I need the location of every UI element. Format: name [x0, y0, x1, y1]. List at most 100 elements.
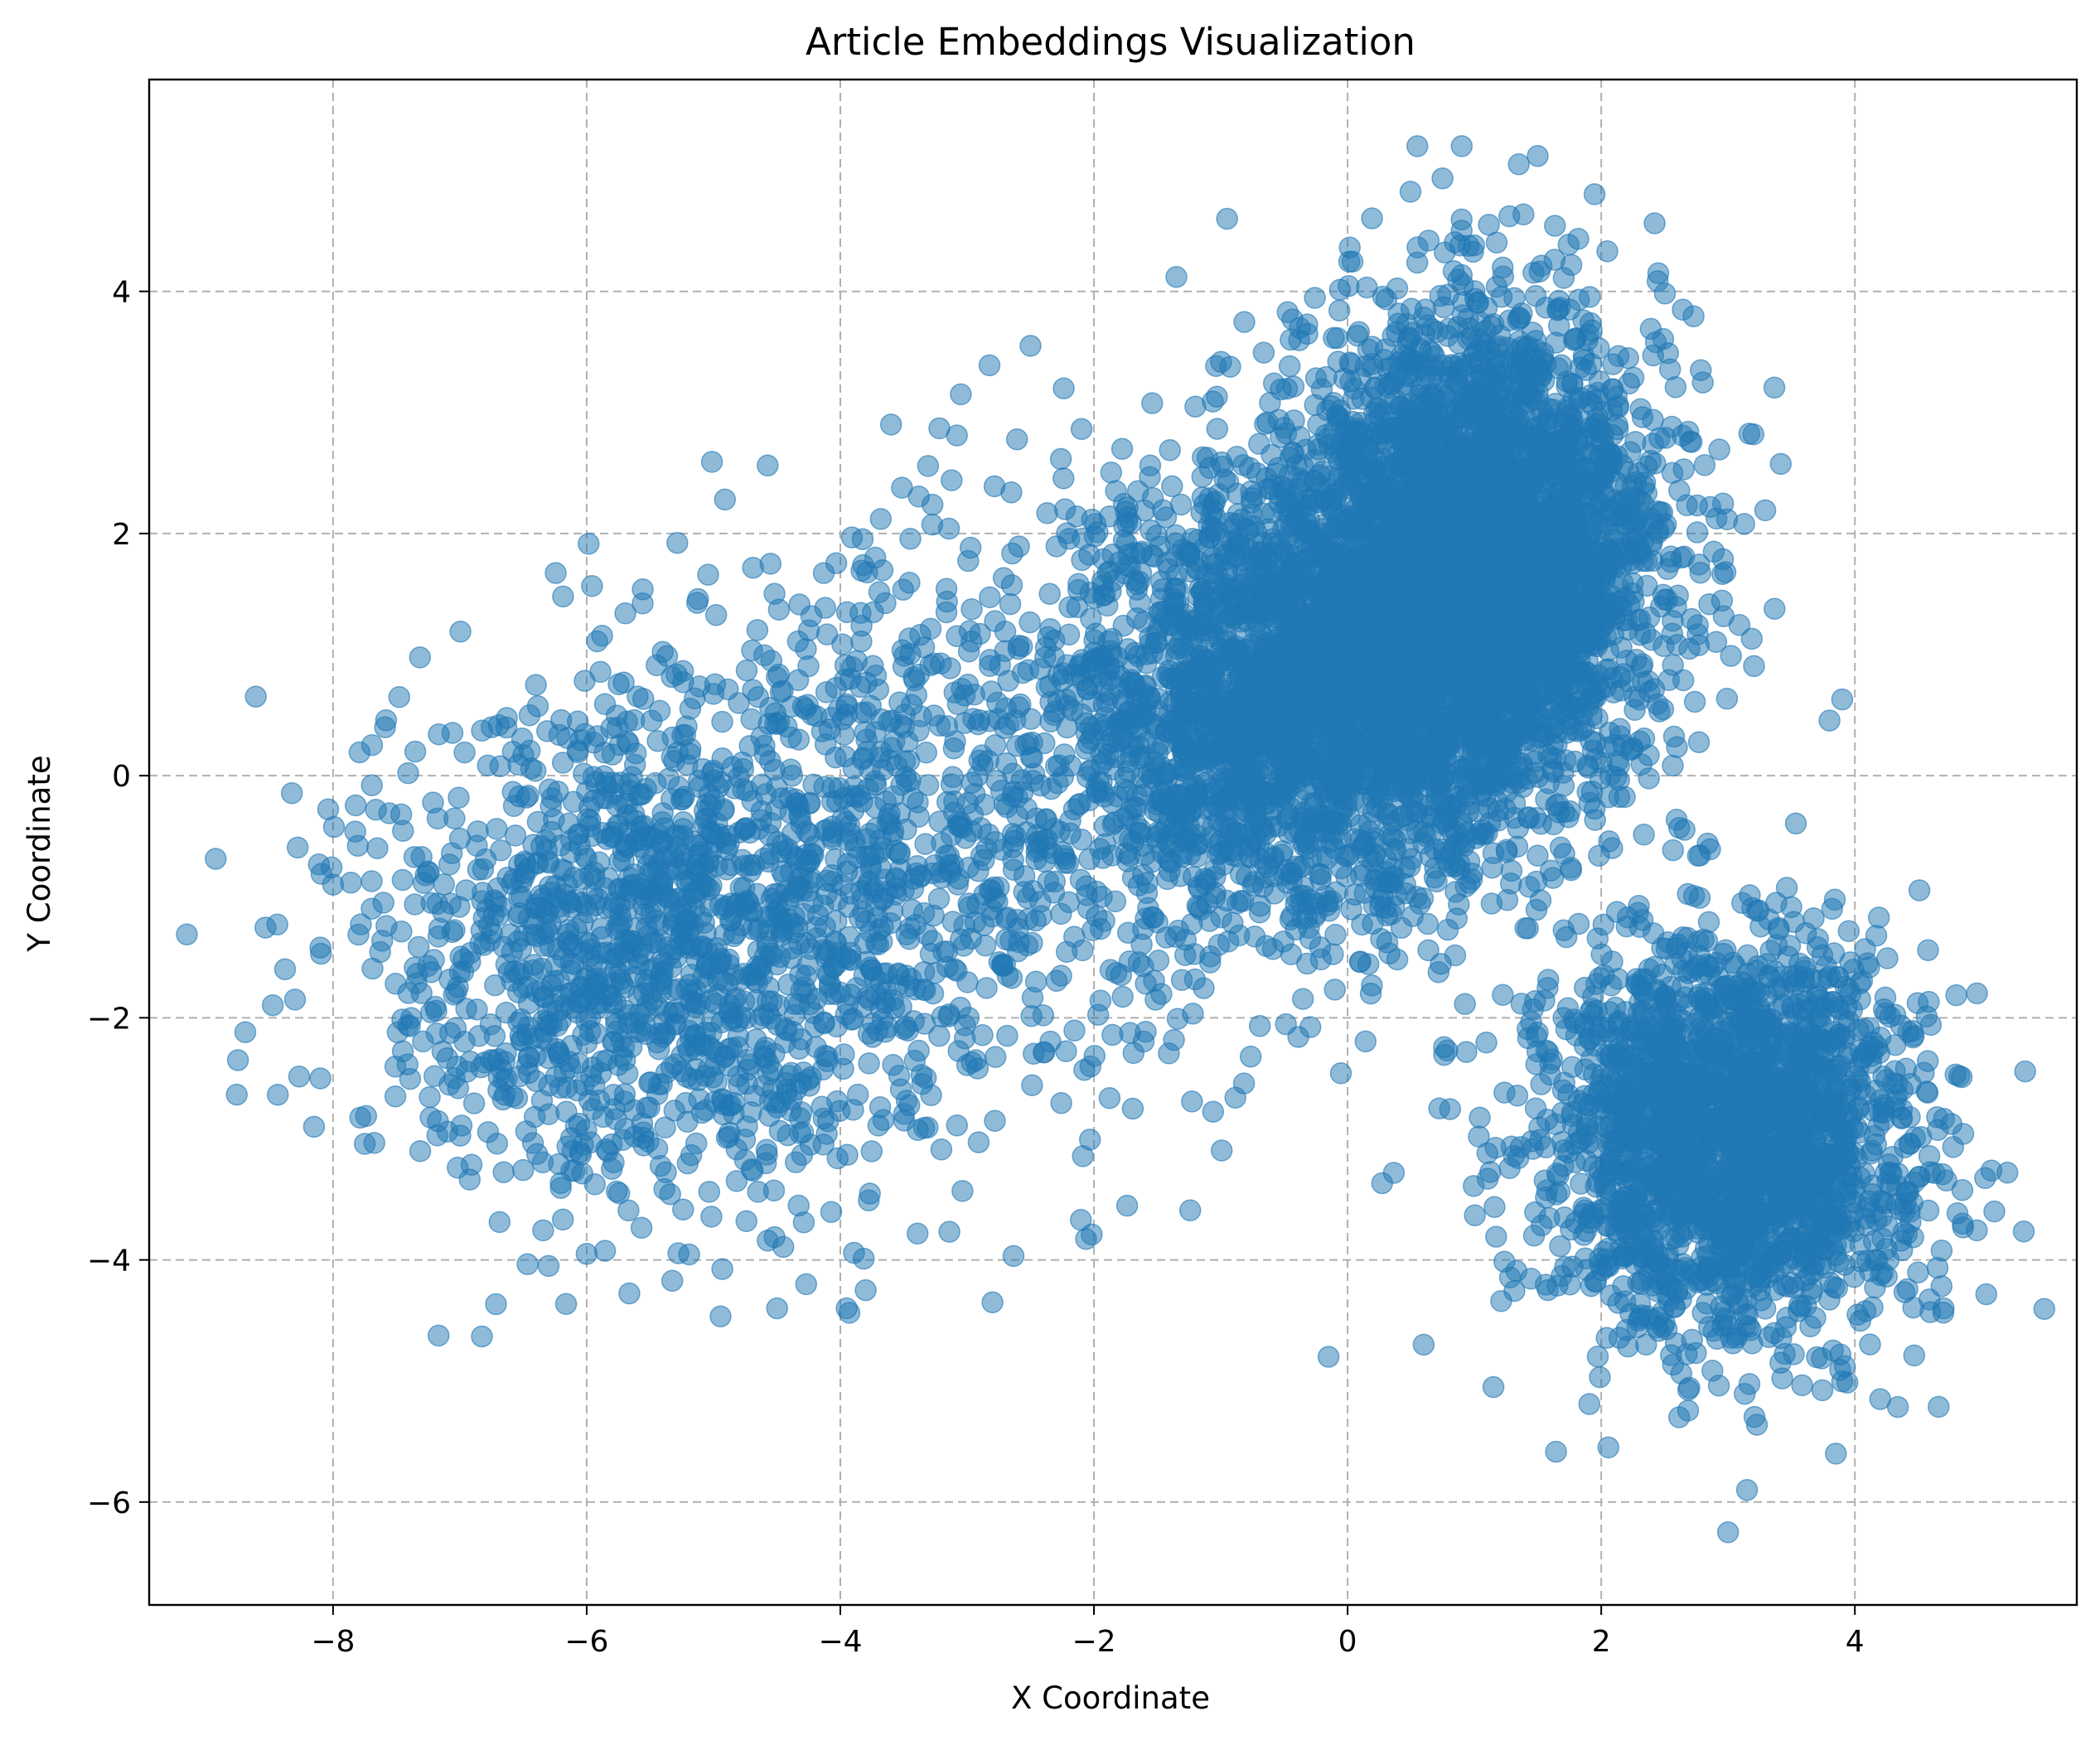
scatter-point	[1712, 605, 1735, 628]
scatter-point	[1279, 447, 1302, 469]
scatter-point	[1653, 282, 1677, 305]
scatter-point	[1278, 355, 1301, 378]
scatter-point	[1601, 378, 1624, 400]
scatter-point	[1589, 557, 1611, 579]
scatter-point	[1038, 582, 1061, 605]
scatter-point	[1396, 365, 1419, 387]
scatter-point	[1640, 629, 1663, 651]
scatter-point	[1580, 393, 1604, 416]
scatter-point	[1594, 442, 1618, 466]
scatter-point	[1642, 344, 1665, 367]
scatter-point	[1432, 404, 1455, 427]
scatter-point	[1638, 680, 1661, 703]
scatter-point	[1643, 512, 1665, 535]
scatter-point	[1580, 352, 1603, 375]
scatter-point	[1500, 859, 1523, 882]
scatter-point	[1304, 287, 1326, 309]
scatter-point	[1687, 731, 1710, 754]
scatter-point	[1527, 844, 1549, 867]
scatter-point	[1633, 823, 1655, 846]
scatter-point	[1110, 437, 1134, 460]
scatter-point	[1070, 418, 1093, 441]
scatter-point	[1662, 754, 1684, 777]
scatter-point	[1543, 249, 1566, 271]
scatter-point	[1361, 207, 1383, 230]
scatter-point	[1548, 686, 1570, 709]
scatter-point	[1296, 313, 1319, 336]
scatter-point	[1623, 698, 1646, 722]
scatter-point	[1436, 325, 1459, 347]
scatter-point	[1233, 311, 1256, 333]
scatter-point	[1467, 339, 1489, 362]
scatter-point	[1328, 299, 1351, 322]
scatter-point	[1424, 857, 1446, 879]
scatter-point	[1304, 449, 1326, 471]
scatter-point	[1600, 504, 1623, 527]
scatter-point	[1693, 454, 1716, 476]
scatter-point	[1564, 750, 1586, 773]
scatter-point	[1818, 709, 1841, 732]
scatter-point	[1667, 584, 1689, 607]
scatter-point	[1563, 329, 1585, 351]
scatter-point	[1662, 654, 1684, 676]
scatter-point	[1687, 634, 1710, 656]
scatter-point	[979, 586, 1001, 609]
scatter-point	[1639, 449, 1662, 472]
scatter-point	[1252, 341, 1275, 364]
scatter-point	[1583, 183, 1606, 205]
scatter-point	[1541, 510, 1565, 532]
scatter-point	[1589, 536, 1612, 558]
scatter-point	[1399, 181, 1422, 203]
scatter-point	[1431, 167, 1454, 190]
scatter-point	[1445, 370, 1469, 394]
scatter-point	[1715, 688, 1739, 710]
scatter-point	[1682, 305, 1705, 327]
scatter-point	[1624, 431, 1647, 453]
scatter-point	[1139, 454, 1162, 476]
scatter-point	[1283, 409, 1305, 432]
scatter-point	[1711, 492, 1735, 515]
scatter-point	[1661, 622, 1684, 645]
scatter-point	[1560, 476, 1583, 499]
scatter-point	[1529, 889, 1552, 911]
scatter-point	[1527, 389, 1550, 411]
scatter-point	[1111, 985, 1134, 1008]
scatter-point	[1648, 700, 1671, 723]
scatter-point	[1497, 460, 1519, 482]
scatter-point	[1125, 607, 1149, 630]
scatter-point	[1740, 627, 1764, 650]
scatter-point	[1547, 289, 1570, 312]
scatter-point	[1702, 540, 1725, 563]
scatter-point	[1662, 725, 1686, 748]
scatter-point	[1549, 836, 1572, 859]
scatter-point	[1464, 482, 1487, 505]
scatter-point	[1210, 350, 1232, 373]
scatter-point	[1478, 811, 1502, 834]
scatter-point	[1413, 392, 1436, 414]
scatter-point	[1161, 475, 1183, 498]
scatter-point	[1686, 521, 1709, 544]
scatter-point	[1690, 359, 1712, 381]
scatter-point	[1514, 450, 1537, 472]
scatter-point	[1488, 324, 1512, 347]
scatter-point	[1337, 274, 1360, 297]
scatter-point	[1578, 791, 1601, 814]
scatter-point	[1570, 428, 1593, 451]
scatter-point	[1387, 302, 1410, 325]
scatter-point	[1664, 375, 1687, 399]
scatter-point	[1668, 479, 1691, 502]
scatter-point	[1326, 326, 1349, 350]
scatter-point	[1434, 241, 1456, 264]
scatter-point	[1100, 461, 1123, 484]
scatter-point	[1490, 286, 1513, 308]
scatter-point	[1596, 240, 1619, 263]
scatter-point	[1769, 452, 1793, 476]
scatter-point	[1141, 392, 1164, 414]
scatter-point	[1388, 418, 1411, 441]
scatter-point	[1615, 537, 1638, 560]
scatter-point	[1152, 499, 1174, 522]
scatter-point	[1559, 616, 1582, 639]
scatter-point	[1415, 430, 1439, 453]
